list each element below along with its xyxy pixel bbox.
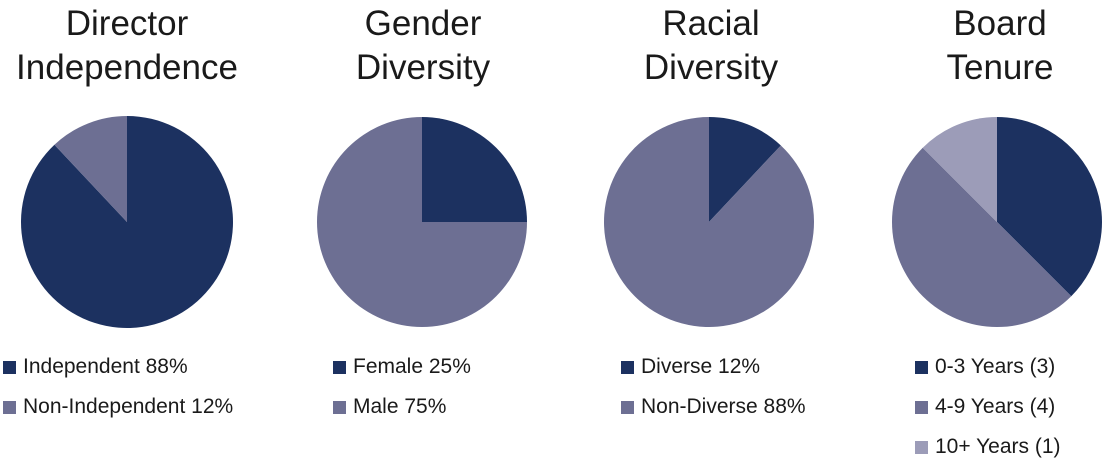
title-line-2: Tenure	[946, 48, 1054, 87]
legend-swatch-icon	[621, 360, 634, 374]
pie-chart	[20, 116, 234, 328]
pie-chart	[892, 117, 1102, 327]
legend-label: Non-Independent 12%	[23, 395, 234, 418]
title-line-1: Gender	[364, 4, 482, 43]
pie-chart	[317, 117, 527, 327]
legend-swatch-icon	[333, 400, 346, 414]
legend: Independent 88% Non-Independent 12%	[3, 347, 233, 427]
pie-chart	[604, 117, 814, 327]
legend-label: 10+ Years (1)	[935, 435, 1061, 458]
legend-item: Male 75%	[333, 387, 471, 427]
title-line-1: Director	[65, 4, 189, 43]
legend: 0-3 Years (3) 4-9 Years (4) 10+ Years (1)	[915, 347, 1061, 467]
legend-label: Male 75%	[353, 395, 447, 418]
legend-item: 0-3 Years (3)	[915, 347, 1061, 387]
legend-item: Diverse 12%	[621, 347, 806, 387]
chart-director-independence: Director Independence Independent 88% Non…	[0, 0, 254, 450]
legend-item: Non-Independent 12%	[3, 387, 233, 427]
legend-label: Female 25%	[353, 355, 471, 378]
title-line-1: Racial	[662, 4, 760, 43]
legend-swatch-icon	[3, 360, 16, 374]
chart-gender-diversity: Gender Diversity Female 25% Male 75%	[296, 0, 550, 450]
pie-slice-female	[422, 117, 527, 222]
chart-board-tenure: Board Tenure 0-3 Years (3) 4-9 Years (4) 1…	[872, 0, 1104, 458]
legend-item: 4-9 Years (4)	[915, 387, 1061, 427]
legend-swatch-icon	[333, 360, 346, 374]
legend-swatch-icon	[3, 400, 16, 414]
legend-swatch-icon	[915, 360, 928, 374]
pie-slice-4-9-years	[892, 147, 1072, 327]
pie-slice-0-3-years	[997, 117, 1102, 297]
legend-label: Non-Diverse 88%	[641, 395, 806, 418]
legend: Female 25% Male 75%	[333, 347, 471, 427]
legend-item: Independent 88%	[3, 347, 233, 387]
title-line-2: Diversity	[355, 48, 491, 87]
pie-slice-diverse	[709, 117, 781, 222]
chart-title: Director Independence	[0, 2, 254, 90]
legend-label: Diverse 12%	[641, 355, 761, 378]
pie-slice-10-years	[922, 117, 997, 222]
legend-label: Independent 88%	[23, 355, 188, 378]
legend-item: Non-Diverse 88%	[621, 387, 806, 427]
chart-title: Gender Diversity	[296, 2, 550, 90]
pie-slice-non-independent	[54, 116, 128, 222]
chart-title: Racial Diversity	[584, 2, 838, 90]
chart-racial-diversity: Racial Diversity Diverse 12% Non-Diverse …	[584, 0, 838, 450]
pie-slice-non-diverse	[604, 117, 814, 327]
title-line-2: Independence	[16, 48, 238, 87]
title-line-2: Diversity	[643, 48, 779, 87]
legend-label: 0-3 Years (3)	[935, 355, 1056, 378]
chart-title: Board Tenure	[884, 2, 1104, 90]
legend-swatch-icon	[915, 440, 928, 454]
legend-item: 10+ Years (1)	[915, 427, 1061, 467]
legend: Diverse 12% Non-Diverse 88%	[621, 347, 806, 427]
legend-swatch-icon	[621, 400, 634, 414]
legend-swatch-icon	[915, 400, 928, 414]
legend-item: Female 25%	[333, 347, 471, 387]
legend-label: 4-9 Years (4)	[935, 395, 1056, 418]
pie-slice-male	[317, 117, 527, 327]
title-line-1: Board	[953, 4, 1047, 43]
